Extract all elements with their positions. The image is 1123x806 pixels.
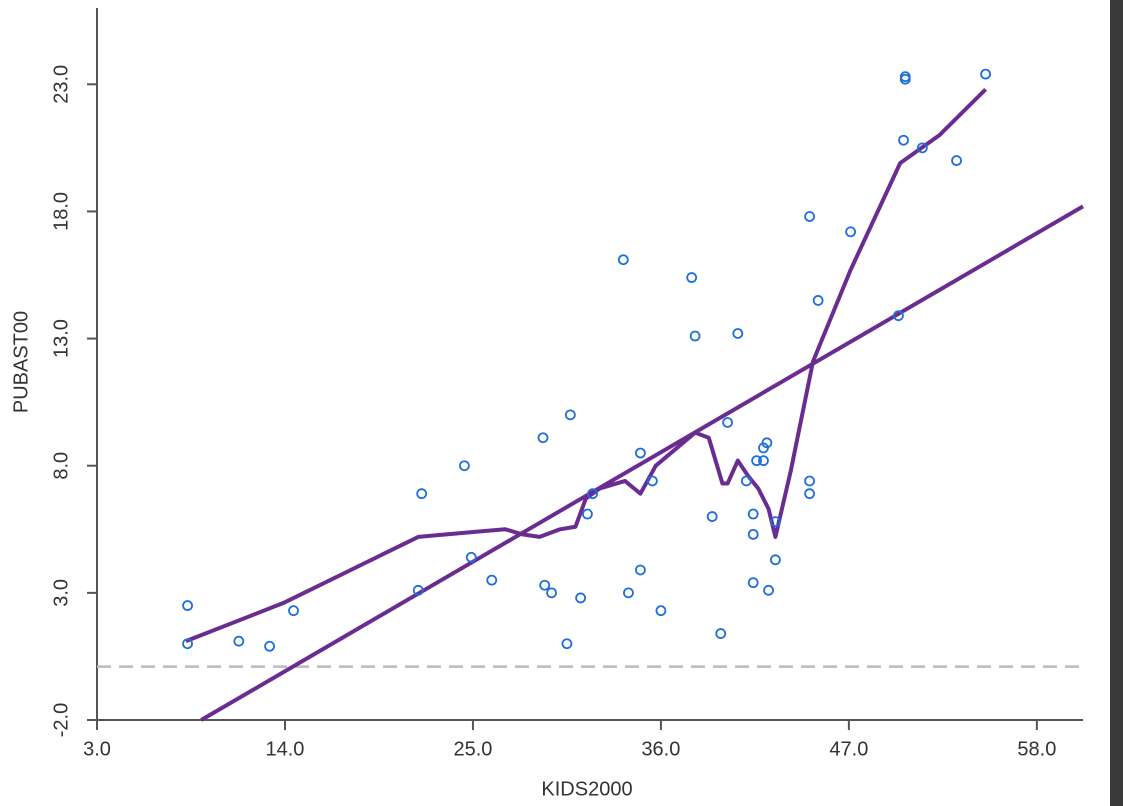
x-tick-label: 3.0 bbox=[83, 738, 111, 760]
point bbox=[732, 328, 744, 339]
point bbox=[655, 605, 667, 617]
point bbox=[706, 511, 718, 522]
y-tick-label: 8.0 bbox=[50, 452, 72, 480]
x-tick-label: 58.0 bbox=[1017, 738, 1056, 760]
fit-line bbox=[200, 204, 1085, 722]
y-tick-label: -2.0 bbox=[50, 703, 72, 737]
point bbox=[980, 68, 991, 80]
point bbox=[747, 528, 759, 540]
y-tick-label: 3.0 bbox=[50, 579, 72, 607]
point bbox=[898, 134, 909, 146]
point bbox=[623, 587, 634, 599]
point bbox=[899, 73, 911, 85]
fit-line bbox=[185, 87, 988, 644]
y-tick-label: 18.0 bbox=[50, 192, 72, 231]
point bbox=[233, 635, 245, 647]
point bbox=[564, 409, 576, 421]
y-axis-label: PUBAST00 bbox=[10, 311, 32, 413]
point bbox=[747, 577, 759, 589]
point bbox=[770, 554, 781, 566]
point bbox=[686, 272, 698, 283]
point bbox=[893, 310, 904, 322]
point bbox=[539, 579, 551, 591]
point bbox=[416, 488, 428, 500]
point bbox=[635, 564, 646, 576]
point bbox=[575, 592, 587, 604]
point bbox=[951, 155, 962, 166]
point bbox=[288, 605, 299, 617]
point bbox=[486, 574, 498, 586]
point bbox=[582, 508, 593, 520]
point bbox=[264, 640, 275, 652]
point bbox=[617, 254, 629, 266]
point bbox=[845, 226, 856, 238]
point bbox=[182, 638, 193, 650]
point bbox=[635, 447, 646, 459]
x-tick-label: 47.0 bbox=[829, 738, 868, 760]
point bbox=[751, 455, 763, 467]
point bbox=[459, 460, 470, 472]
window-edge bbox=[1110, 0, 1123, 806]
point bbox=[770, 516, 781, 528]
point bbox=[804, 488, 815, 500]
x-tick-label: 14.0 bbox=[266, 738, 305, 760]
point bbox=[561, 638, 573, 650]
point bbox=[722, 417, 733, 428]
point bbox=[740, 475, 752, 487]
point bbox=[546, 587, 557, 599]
point bbox=[804, 475, 815, 487]
point bbox=[537, 432, 549, 444]
point bbox=[587, 488, 598, 500]
y-tick-label: 23.0 bbox=[50, 65, 72, 104]
y-tick-label: 13.0 bbox=[50, 319, 72, 358]
x-tick-label: 25.0 bbox=[453, 738, 492, 760]
point bbox=[758, 455, 769, 467]
point bbox=[689, 330, 701, 342]
point bbox=[804, 211, 815, 222]
point bbox=[646, 475, 658, 487]
point bbox=[715, 628, 727, 639]
point bbox=[812, 295, 824, 306]
point bbox=[465, 551, 477, 563]
point bbox=[747, 508, 759, 520]
point bbox=[761, 437, 773, 449]
x-tick-label: 36.0 bbox=[641, 738, 680, 760]
point bbox=[412, 584, 424, 596]
x-axis-label: KIDS2000 bbox=[541, 778, 632, 800]
point bbox=[916, 142, 928, 154]
point bbox=[182, 600, 193, 611]
point bbox=[763, 584, 774, 596]
